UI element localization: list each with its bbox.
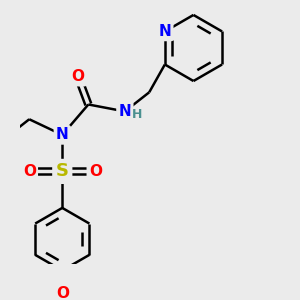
Text: N: N (56, 128, 69, 142)
Text: O: O (71, 69, 84, 84)
Text: H: H (132, 108, 142, 122)
Text: O: O (56, 286, 69, 300)
Text: N: N (158, 24, 171, 39)
Text: O: O (89, 164, 102, 179)
Text: O: O (23, 164, 36, 179)
Text: N: N (118, 104, 131, 119)
Text: S: S (56, 162, 69, 180)
